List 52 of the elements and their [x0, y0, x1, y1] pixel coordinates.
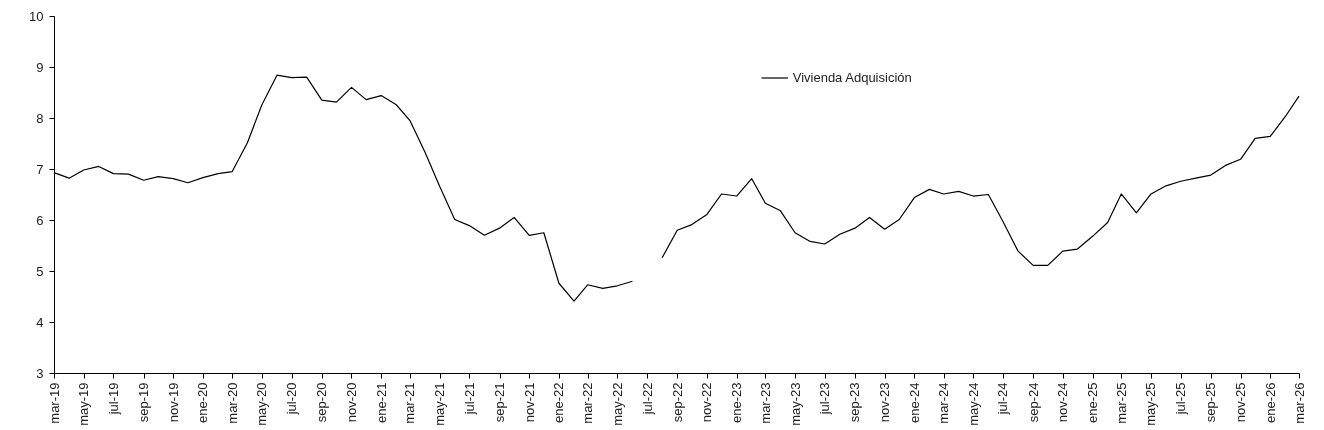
x-tick-label: may-24 [965, 382, 981, 426]
x-tick-label: nov-23 [877, 382, 893, 423]
x-tick-label: ene-22 [551, 382, 567, 423]
x-tick-label: nov-20 [344, 382, 359, 423]
x-tick-label: sep-19 [136, 382, 152, 423]
y-tick-label: 3 [36, 365, 44, 381]
x-tick-label: ene-20 [195, 382, 211, 423]
x-tick-label: may-22 [609, 382, 625, 426]
x-tick-label: mar-19 [46, 382, 62, 424]
x-tick-label: ene-25 [1085, 382, 1101, 423]
x-tick-label: may-23 [787, 382, 803, 426]
x-tick-label: ene-23 [729, 382, 745, 423]
x-tick-label: may-20 [254, 382, 270, 426]
x-tick-label: sep-25 [1203, 382, 1219, 423]
x-tick-label: sep-20 [314, 382, 330, 423]
x-tick-label: mar-22 [580, 382, 596, 424]
y-tick-label: 9 [36, 59, 44, 75]
x-tick-label: mar-23 [757, 382, 773, 424]
x-tick-label: sep-21 [492, 382, 508, 423]
x-tick-label: jul-20 [284, 382, 300, 416]
x-tick-label: mar-25 [1113, 382, 1129, 424]
x-tick-label: ene-24 [906, 382, 922, 423]
x-tick-label: nov-24 [1055, 382, 1071, 423]
x-tick-label: ene-21 [373, 382, 389, 423]
x-tick-label: mar-21 [402, 382, 418, 424]
x-tick-label: jul-21 [461, 382, 477, 416]
x-tick-label: sep-23 [847, 382, 863, 423]
x-tick-label: nov-19 [165, 382, 181, 423]
y-tick-label: 7 [36, 161, 44, 177]
x-tick-label: mar-20 [224, 382, 240, 424]
y-tick-label: 8 [36, 110, 44, 126]
x-tick-label: nov-21 [521, 382, 537, 423]
x-tick-label: mar-26 [1291, 382, 1307, 424]
x-tick-label: mar-24 [936, 382, 952, 424]
x-tick-label: jul-25 [1173, 382, 1189, 416]
x-tick-label: jul-19 [105, 382, 121, 416]
x-tick-label: sep-24 [1025, 382, 1041, 423]
x-tick-label: jul-24 [995, 382, 1011, 416]
x-tick-label: jul-23 [817, 382, 833, 416]
y-tick-label: 5 [36, 263, 44, 279]
x-tick-label: nov-22 [699, 382, 715, 423]
x-tick-label: may-25 [1143, 382, 1159, 426]
legend-label: Vivienda Adquisición [792, 70, 912, 85]
x-tick-label: ene-26 [1262, 382, 1278, 423]
x-tick-label: jul-22 [639, 382, 655, 416]
x-tick-label: may-21 [432, 382, 448, 426]
x-tick-label: may-19 [76, 382, 92, 426]
y-tick-label: 6 [36, 212, 44, 228]
y-tick-label: 4 [36, 314, 44, 330]
x-tick-label: sep-22 [669, 382, 685, 423]
y-tick-label: 10 [29, 8, 44, 24]
x-tick-label: nov-25 [1233, 382, 1249, 423]
